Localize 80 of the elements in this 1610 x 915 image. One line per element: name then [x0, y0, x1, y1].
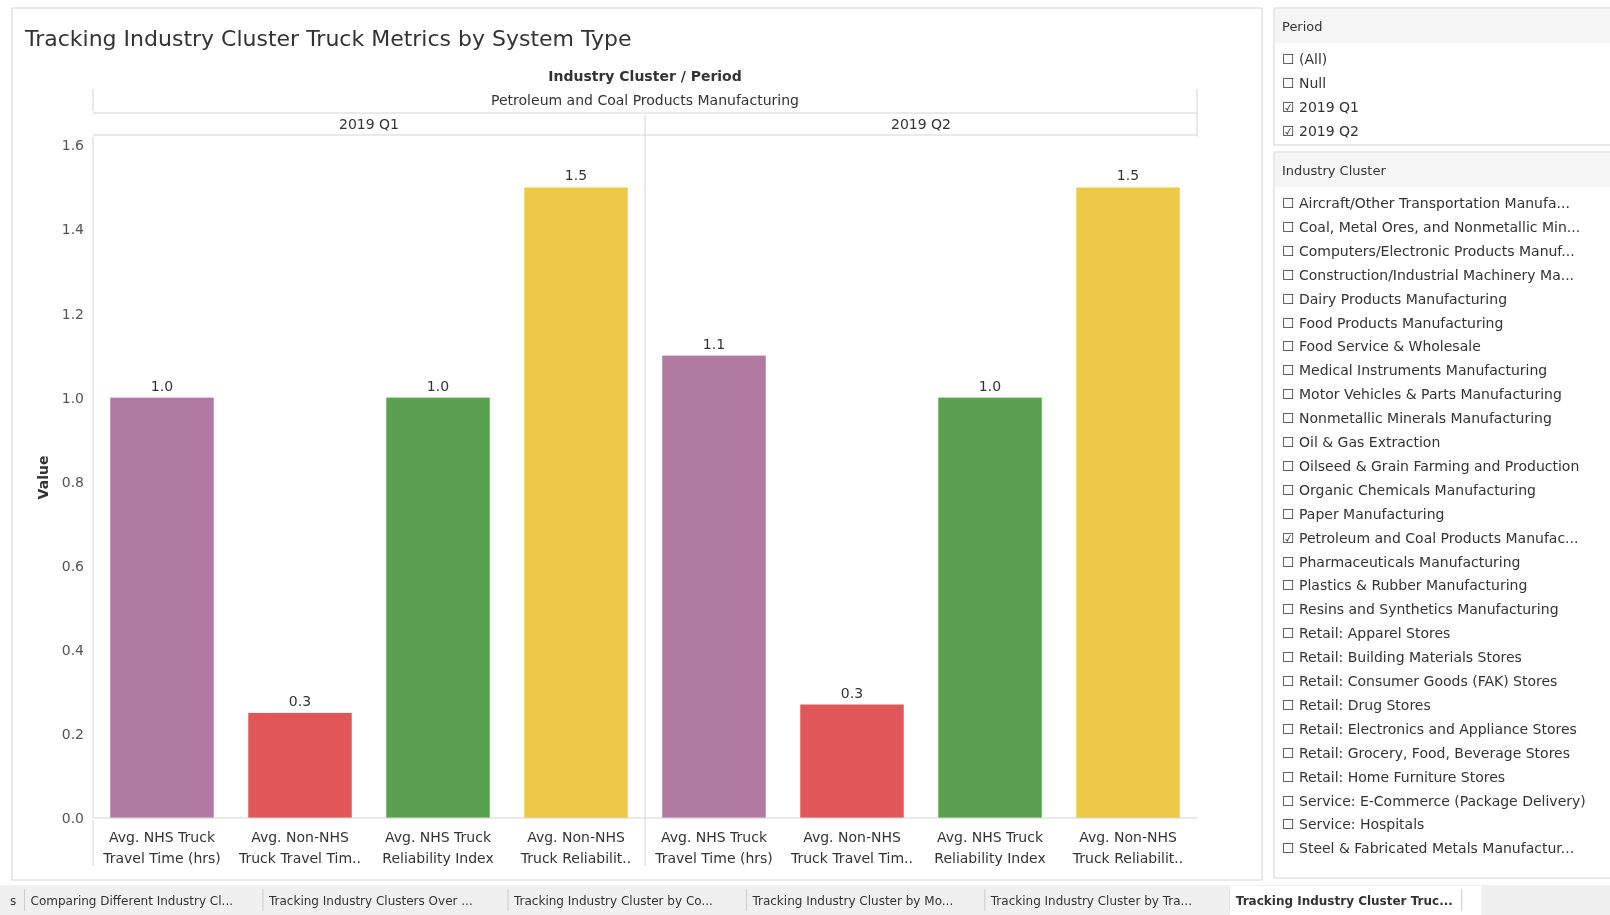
data-label: 1.1: [702, 335, 726, 352]
text: ☐ Steel & Fabricated Metals Manufactur...: [1282, 840, 1575, 857]
bar: [248, 712, 352, 818]
y-tick-label: 0.0: [61, 810, 84, 826]
y-axis-title: Value: [35, 455, 51, 500]
text: ☐ Motor Vehicles & Parts Manufacturing: [1282, 386, 1562, 403]
text: 2019 Q2: [890, 116, 952, 132]
text: 2019 Q1: [338, 116, 400, 132]
text: Tracking Industry Cluster Truc...: [1235, 894, 1453, 908]
x-tick-label: Avg. Non-NHS Truck Reliabilit..: [519, 829, 632, 866]
data-label: 1.0: [978, 377, 1002, 394]
text: ☐ Retail: Electronics and Appliance Stores: [1282, 720, 1577, 737]
y-tick-label: 0.4: [61, 641, 85, 658]
x-tick-label: Avg. NHS Truck Reliability Index: [934, 829, 1046, 866]
x-tick-label: Avg. NHS Truck Travel Time (hrs): [654, 829, 773, 866]
y-tick-label: 0.8: [61, 473, 84, 490]
text: ☐ Service: E-Commerce (Package Delivery): [1282, 792, 1586, 809]
text: ☐ Pharmaceuticals Manufacturing: [1282, 553, 1521, 570]
text: ☐ Retail: Building Materials Stores: [1282, 649, 1522, 666]
text: ☐ Retail: Apparel Stores: [1282, 625, 1451, 642]
text: Tracking Industry Clusters Over ...: [268, 894, 473, 908]
text: ☐ Service: Hospitals: [1282, 816, 1425, 833]
text: ☐ Retail: Grocery, Food, Beverage Stores: [1282, 744, 1571, 761]
text: Industry Cluster / Period: [548, 68, 742, 84]
text: Petroleum and Coal Products Manufacturing: [491, 92, 799, 108]
data-label: 1.5: [564, 167, 588, 184]
bar: [800, 704, 904, 818]
text: ☐ Plastics & Rubber Manufacturing: [1282, 577, 1528, 594]
text: ☑ 2019 Q1: [1282, 98, 1360, 115]
text: ☐ Retail: Home Furniture Stores: [1282, 768, 1506, 785]
x-tick-label: Avg. NHS Truck Reliability Index: [382, 829, 494, 866]
text: ☐ (All): [1282, 51, 1328, 67]
text: Period: [1282, 19, 1323, 34]
text: ☐ Paper Manufacturing: [1282, 505, 1445, 522]
y-tick-label: 0.2: [61, 725, 84, 742]
text: ☐ Organic Chemicals Manufacturing: [1282, 481, 1536, 498]
text: Industry Cluster: [1282, 163, 1387, 178]
text: Tracking Industry Cluster by Co...: [513, 894, 713, 908]
data-label: 1.5: [1116, 167, 1140, 184]
text: ☐ Dairy Products Manufacturing: [1282, 290, 1508, 307]
x-tick-label: Avg. Non-NHS Truck Travel Tim..: [790, 829, 913, 866]
y-tick-label: 1.2: [61, 305, 84, 322]
data-label: 0.3: [288, 692, 312, 709]
y-tick-label: 1.0: [61, 389, 84, 406]
text: ☐ Retail: Consumer Goods (FAK) Stores: [1282, 673, 1558, 689]
text: ☐ Resins and Synthetics Manufacturing: [1282, 601, 1559, 618]
text: ☐ Food Service & Wholesale: [1282, 338, 1481, 355]
text: s: [10, 894, 17, 908]
text: ☑ Petroleum and Coal Products Manufac...: [1282, 529, 1579, 546]
data-label: 1.0: [150, 377, 174, 394]
text: ☐ Coal, Metal Ores, and Nonmetallic Min...: [1282, 218, 1581, 235]
bar: [110, 397, 214, 818]
text: Tracking Industry Cluster by Mo...: [751, 894, 954, 908]
text: ☐ Medical Instruments Manufacturing: [1282, 362, 1548, 379]
text: ☐ Construction/Industrial Machinery Ma...: [1282, 266, 1575, 283]
y-tick-label: 1.6: [61, 137, 85, 154]
text: ☐ Oil & Gas Extraction: [1282, 434, 1441, 450]
chart-title: Tracking Industry Cluster Truck Metrics by System Type: [24, 26, 632, 51]
bar: [662, 355, 766, 818]
text: ☐ Aircraft/Other Transportation Manufa...: [1282, 195, 1570, 211]
data-label: 1.0: [426, 377, 450, 394]
text: ☐ Computers/Electronic Products Manuf...: [1282, 242, 1575, 259]
text: ☐ Retail: Drug Stores: [1282, 696, 1431, 713]
data-label: 0.3: [840, 684, 864, 701]
bar: [938, 397, 1042, 818]
bar: [524, 187, 628, 818]
text: ☐ Nonmetallic Minerals Manufacturing: [1282, 410, 1552, 427]
bar: [1076, 187, 1180, 818]
x-tick-label: Avg. Non-NHS Truck Travel Tim..: [238, 829, 361, 866]
y-tick-label: 0.6: [61, 557, 85, 574]
text: ☐ Food Products Manufacturing: [1282, 314, 1504, 331]
text: Comparing Different Industry Cl...: [30, 894, 234, 908]
y-tick-label: 1.4: [61, 221, 85, 238]
text: ☐ Null: [1282, 74, 1327, 91]
x-tick-label: Avg. NHS Truck Travel Time (hrs): [102, 829, 221, 866]
text: ☑ 2019 Q2: [1282, 122, 1360, 139]
bar: [386, 397, 490, 818]
text: Tracking Industry Cluster by Tra...: [989, 894, 1192, 908]
x-tick-label: Avg. Non-NHS Truck Reliabilit..: [1071, 829, 1184, 866]
text: ☐ Oilseed & Grain Farming and Production: [1282, 457, 1580, 474]
